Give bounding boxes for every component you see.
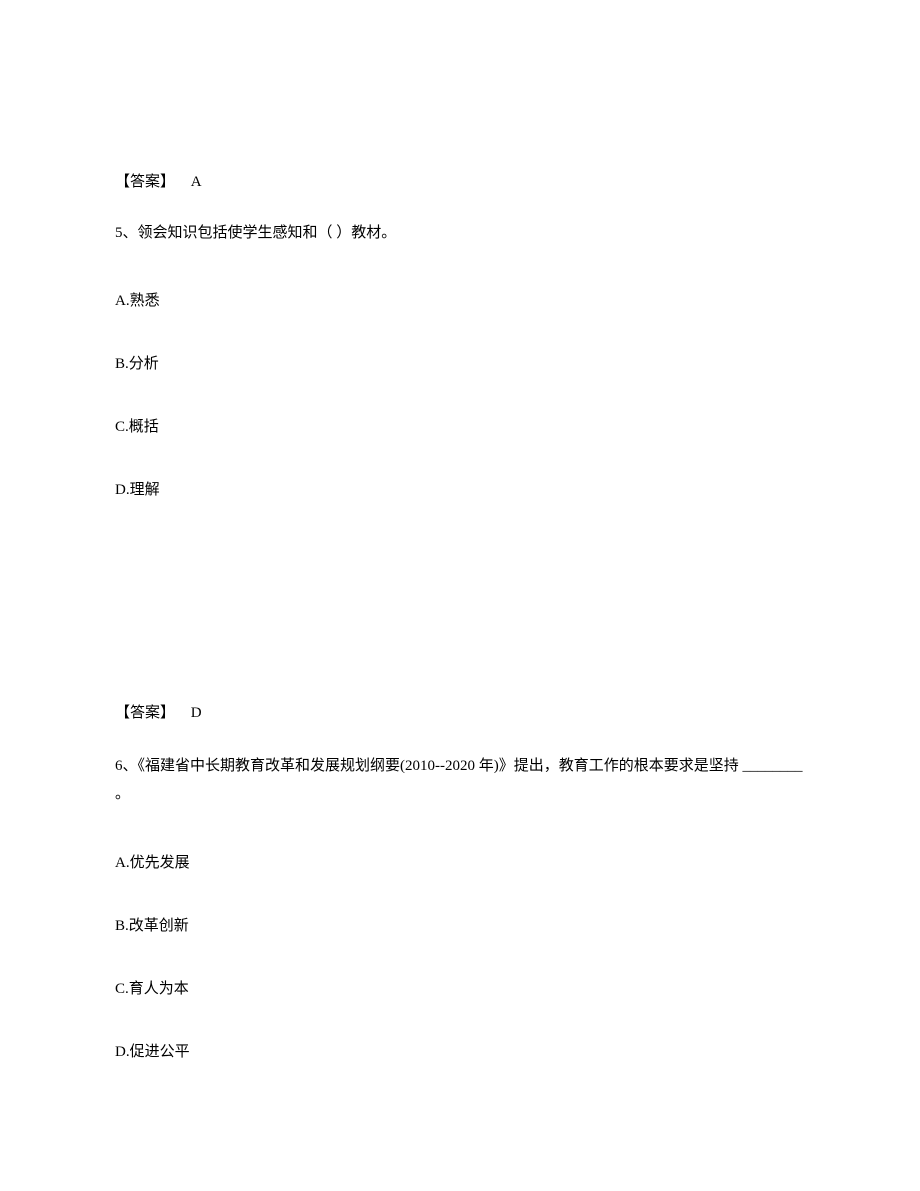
option-5d: D.理解 <box>115 478 805 499</box>
answer-block-1: 【答案】 A <box>115 170 805 191</box>
option-text: 概括 <box>129 419 159 435</box>
question-body: 领会知识包括使学生感知和（ ）教材。 <box>138 225 397 241</box>
option-text: 分析 <box>129 356 159 372</box>
option-letter: B. <box>115 918 129 934</box>
answer-label: 【答案】 <box>115 174 175 190</box>
answer-label: 【答案】 <box>115 705 175 721</box>
option-letter: C. <box>115 981 129 997</box>
option-letter: D. <box>115 1044 130 1060</box>
document-page: 【答案】 A 5、领会知识包括使学生感知和（ ）教材。 A.熟悉 B.分析 C.… <box>0 0 920 1061</box>
question-5: 5、领会知识包括使学生感知和（ ）教材。 <box>115 221 805 247</box>
option-letter: A. <box>115 855 130 871</box>
option-6c: C.育人为本 <box>115 977 805 998</box>
option-text: 育人为本 <box>129 981 189 997</box>
option-text: 理解 <box>130 482 160 498</box>
answer-value: D <box>191 705 202 721</box>
option-letter: A. <box>115 293 130 309</box>
option-text: 优先发展 <box>130 855 190 871</box>
option-letter: D. <box>115 482 130 498</box>
option-6d: D.促进公平 <box>115 1040 805 1061</box>
question-number: 5、 <box>115 225 138 241</box>
option-letter: B. <box>115 356 129 372</box>
option-text: 促进公平 <box>130 1044 190 1060</box>
option-text: 改革创新 <box>129 918 189 934</box>
option-letter: C. <box>115 419 129 435</box>
option-5b: B.分析 <box>115 352 805 373</box>
question-6: 6、《福建省中长期教育改革和发展规划纲要(2010--2020 年)》提出，教育… <box>115 752 805 809</box>
question-number: 6、 <box>115 758 138 774</box>
option-5c: C.概括 <box>115 415 805 436</box>
option-6a: A.优先发展 <box>115 851 805 872</box>
answer-block-2: 【答案】 D <box>115 701 805 722</box>
option-6b: B.改革创新 <box>115 914 805 935</box>
option-text: 熟悉 <box>130 293 160 309</box>
question-body: 《福建省中长期教育改革和发展规划纲要(2010--2020 年)》提出，教育工作… <box>115 758 803 803</box>
option-5a: A.熟悉 <box>115 289 805 310</box>
spacer <box>115 541 805 701</box>
answer-value: A <box>191 174 202 190</box>
